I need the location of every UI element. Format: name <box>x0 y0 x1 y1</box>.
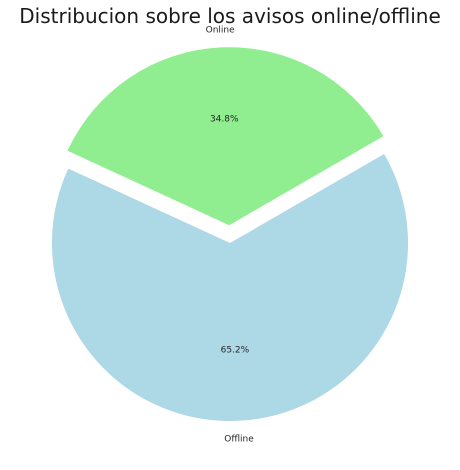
chart-title: Distribucion sobre los avisos online/off… <box>19 4 441 28</box>
percent-label-offline: 65.2% <box>221 346 250 356</box>
pie-slice-online <box>67 47 384 226</box>
slice-label-offline: Offline <box>224 435 254 445</box>
percent-label-online: 34.8% <box>210 115 239 125</box>
pie-slice-offline <box>51 154 409 421</box>
slice-label-online: Online <box>206 26 235 36</box>
